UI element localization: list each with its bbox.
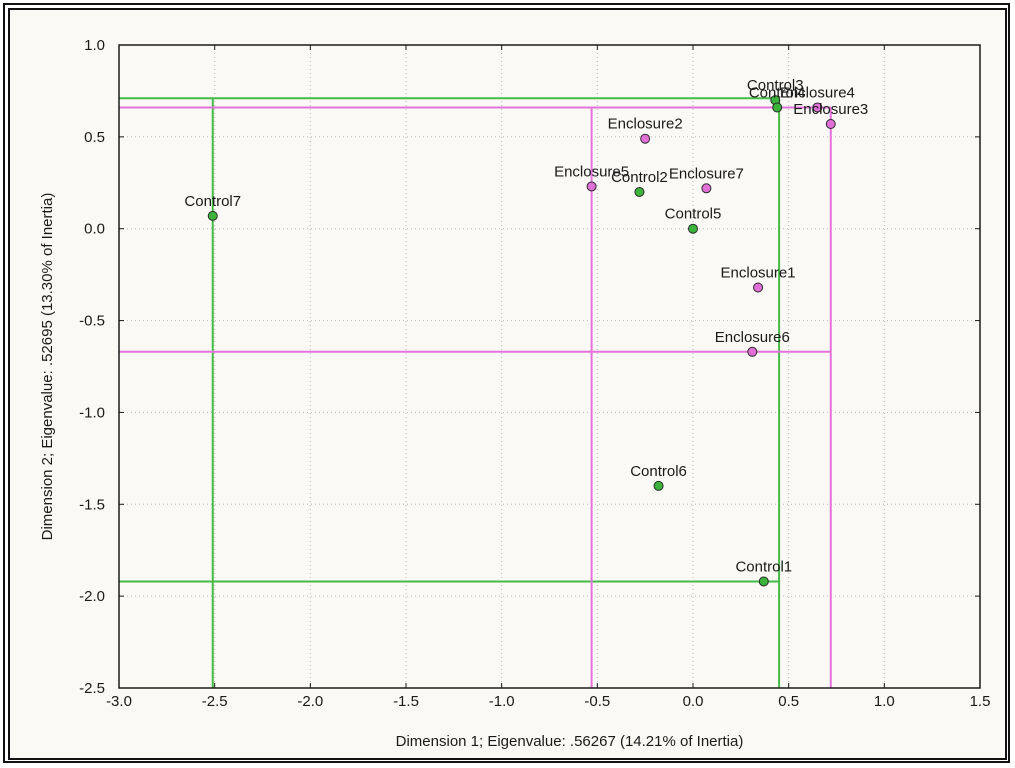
x-tick-label: 0.0 [683, 693, 704, 710]
control-point-label: Control1 [735, 558, 792, 575]
x-tick-label: -2.5 [202, 693, 228, 710]
x-axis-title: Dimension 1; Eigenvalue: .56267 (14.21% … [396, 733, 744, 750]
x-tick-label: -1.0 [489, 693, 515, 710]
control-point-label: Control5 [665, 206, 722, 223]
enclosure-point [812, 102, 823, 113]
x-tick-label: 1.5 [970, 693, 991, 710]
control-point-label: Control4 [749, 84, 806, 101]
x-tick-label: 1.0 [874, 693, 895, 710]
x-tick-label: -0.5 [584, 693, 610, 710]
data-points [207, 95, 836, 587]
y-tick-label: -1.5 [79, 496, 105, 513]
enclosure-point-label: Enclosure3 [793, 101, 868, 118]
y-tick-label: -0.5 [79, 313, 105, 330]
control-point-label: Control2 [611, 169, 668, 186]
y-tick-label: 1.0 [84, 37, 105, 54]
enclosure-point [747, 346, 758, 357]
y-tick-label: -2.0 [79, 588, 105, 605]
enclosure-point-label: Enclosure2 [608, 116, 683, 133]
control-point [758, 576, 769, 587]
control-point-label: Control7 [184, 193, 241, 210]
enclosure-point-label: Enclosure6 [715, 329, 790, 346]
enclosure-point-label: Enclosure7 [669, 165, 744, 182]
enclosure-point-label: Enclosure1 [721, 265, 796, 282]
x-tick-label: 0.5 [778, 693, 799, 710]
control-point [634, 186, 645, 197]
x-tick-label: -1.5 [393, 693, 419, 710]
y-axis-title: Dimension 2; Eigenvalue: .52695 (13.30% … [39, 193, 56, 541]
y-tick-label: 0.5 [84, 129, 105, 146]
enclosure-point-label: Enclosure5 [554, 163, 629, 180]
y-tick-label: 0.0 [84, 221, 105, 238]
y-tick-label: -2.5 [79, 680, 105, 697]
control-point-label: Control3 [747, 77, 804, 94]
enclosure-point [825, 118, 836, 129]
enclosure-point [586, 181, 597, 192]
group-boundary-lines [119, 97, 832, 688]
enclosure-point [701, 183, 712, 194]
enclosure-point [753, 282, 764, 293]
axis-ticks: -3.0 -2.5 -2.0 -1.5 -1.0 -0.5 0.0 0.5 1.0 1.5-2.5… [79, 37, 990, 710]
figure-inner-frame [8, 8, 1007, 760]
control-point-label: Control6 [630, 463, 687, 480]
grid-lines [119, 45, 980, 688]
x-tick-label: -2.0 [297, 693, 323, 710]
x-tick-label: -3.0 [106, 693, 132, 710]
plot-area-frame [118, 44, 981, 689]
control-point [207, 210, 218, 221]
y-tick-label: -1.0 [79, 404, 105, 421]
enclosure-point-label: Enclosure4 [780, 84, 855, 101]
control-point [688, 223, 698, 234]
enclosure-point [640, 133, 651, 144]
control-point [772, 102, 783, 113]
control-point [653, 480, 664, 491]
